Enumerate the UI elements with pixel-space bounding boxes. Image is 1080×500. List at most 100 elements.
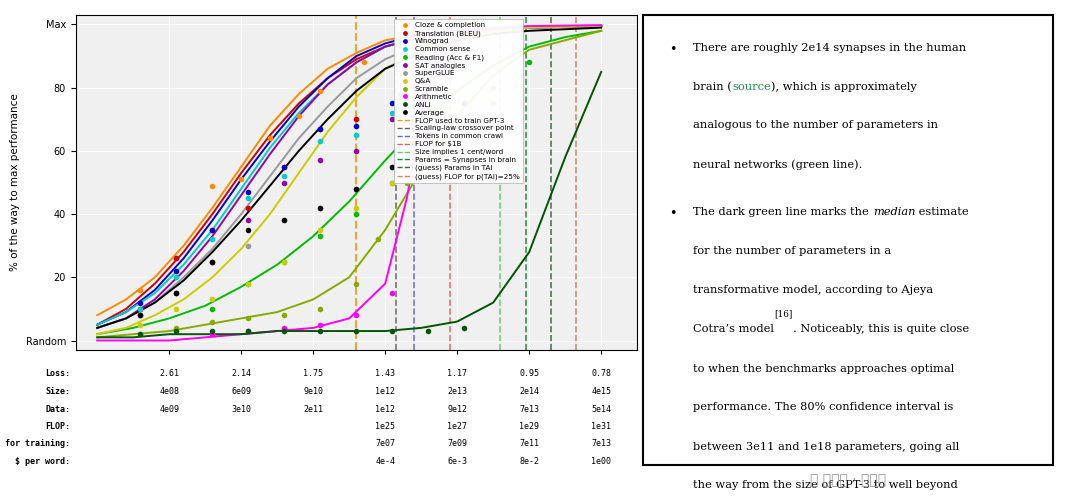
Point — [383, 100, 401, 108]
Point — [456, 100, 473, 108]
Text: 4e15: 4e15 — [591, 387, 611, 396]
Text: estimate: estimate — [915, 208, 969, 218]
Point — [275, 216, 293, 224]
Point — [132, 320, 149, 328]
Point — [312, 226, 329, 234]
Text: The dark green line marks the: The dark green line marks the — [693, 208, 873, 218]
Point — [348, 311, 365, 319]
Point — [204, 258, 221, 266]
Point — [204, 330, 221, 338]
Text: 1e29: 1e29 — [519, 422, 539, 431]
Text: 9e12: 9e12 — [447, 404, 468, 413]
Point — [167, 289, 185, 297]
Text: 1e27: 1e27 — [447, 422, 468, 431]
Point — [132, 330, 149, 338]
Text: 2e11: 2e11 — [303, 404, 323, 413]
Point — [348, 185, 365, 193]
Text: 1.17: 1.17 — [447, 370, 468, 378]
Point — [312, 204, 329, 212]
Text: between 3e11 and 1e18 parameters, going all: between 3e11 and 1e18 parameters, going … — [693, 442, 960, 452]
Text: $ per word:: $ per word: — [15, 457, 70, 466]
Legend: Cloze & completion, Translation (BLEU), Winograd, Common sense, Reading (Acc & F: Cloze & completion, Translation (BLEU), … — [394, 18, 523, 183]
Point — [348, 280, 365, 287]
Text: 7e11: 7e11 — [519, 440, 539, 448]
Point — [348, 204, 365, 212]
Text: 5e14: 5e14 — [591, 404, 611, 413]
Point — [204, 296, 221, 304]
Text: Data:: Data: — [45, 404, 70, 413]
Point — [204, 226, 221, 234]
Point — [348, 327, 365, 335]
Point — [383, 289, 401, 297]
Point — [261, 134, 279, 142]
Text: 1e31: 1e31 — [591, 422, 611, 431]
Text: ), which is approximately: ), which is approximately — [771, 82, 917, 92]
Point — [348, 116, 365, 124]
Text: 4e09: 4e09 — [159, 404, 179, 413]
Text: Cotra’s model: Cotra’s model — [693, 324, 774, 334]
Point — [383, 162, 401, 170]
Point — [167, 267, 185, 275]
Point — [204, 258, 221, 266]
Point — [132, 311, 149, 319]
Point — [355, 58, 373, 66]
Point — [521, 58, 538, 66]
Point — [312, 305, 329, 313]
Point — [312, 232, 329, 240]
Point — [420, 147, 437, 155]
Point — [485, 100, 502, 108]
Text: performance. The 80% confidence interval is: performance. The 80% confidence interval… — [693, 402, 954, 412]
Point — [312, 156, 329, 164]
Point — [383, 327, 401, 335]
Text: 0.78: 0.78 — [591, 370, 611, 378]
Point — [312, 125, 329, 133]
Text: 0.95: 0.95 — [519, 370, 539, 378]
Point — [456, 324, 473, 332]
Text: 1.75: 1.75 — [303, 370, 323, 378]
Point — [383, 178, 401, 186]
Point — [275, 327, 293, 335]
Point — [132, 298, 149, 306]
Text: 2e13: 2e13 — [447, 387, 468, 396]
Point — [420, 131, 437, 139]
Point — [240, 188, 257, 196]
Point — [132, 286, 149, 294]
Y-axis label: % of the way to max performance: % of the way to max performance — [10, 94, 19, 272]
Text: . Noticeably, this is quite close: . Noticeably, this is quite close — [793, 324, 969, 334]
Text: 2.14: 2.14 — [231, 370, 252, 378]
Point — [204, 305, 221, 313]
Point — [383, 116, 401, 124]
Text: to when the benchmarks approaches optimal: to when the benchmarks approaches optima… — [693, 364, 955, 374]
Text: 1e12: 1e12 — [375, 404, 395, 413]
Point — [275, 258, 293, 266]
Point — [348, 131, 365, 139]
Text: FLOP:: FLOP: — [45, 422, 70, 431]
Point — [420, 327, 437, 335]
Point — [383, 162, 401, 170]
Text: [16]: [16] — [774, 310, 793, 318]
Point — [348, 210, 365, 218]
Point — [312, 125, 329, 133]
Text: 3e10: 3e10 — [231, 404, 252, 413]
Point — [204, 236, 221, 244]
Point — [420, 147, 437, 155]
Text: Loss:: Loss: — [45, 370, 70, 378]
Point — [275, 216, 293, 224]
Point — [275, 324, 293, 332]
Point — [167, 324, 185, 332]
Point — [204, 327, 221, 335]
Point — [348, 185, 365, 193]
Point — [167, 305, 185, 313]
Point — [348, 147, 365, 155]
Point — [348, 122, 365, 130]
Point — [240, 327, 257, 335]
Text: median: median — [873, 208, 915, 218]
Text: •: • — [670, 42, 677, 56]
Text: 1e00: 1e00 — [591, 457, 611, 466]
Point — [275, 311, 293, 319]
Text: neural networks (green line).: neural networks (green line). — [693, 160, 863, 170]
Point — [204, 226, 221, 234]
Point — [167, 289, 185, 297]
Point — [399, 178, 416, 186]
Text: the way from the size of GPT-3 to well beyond: the way from the size of GPT-3 to well b… — [693, 480, 958, 490]
